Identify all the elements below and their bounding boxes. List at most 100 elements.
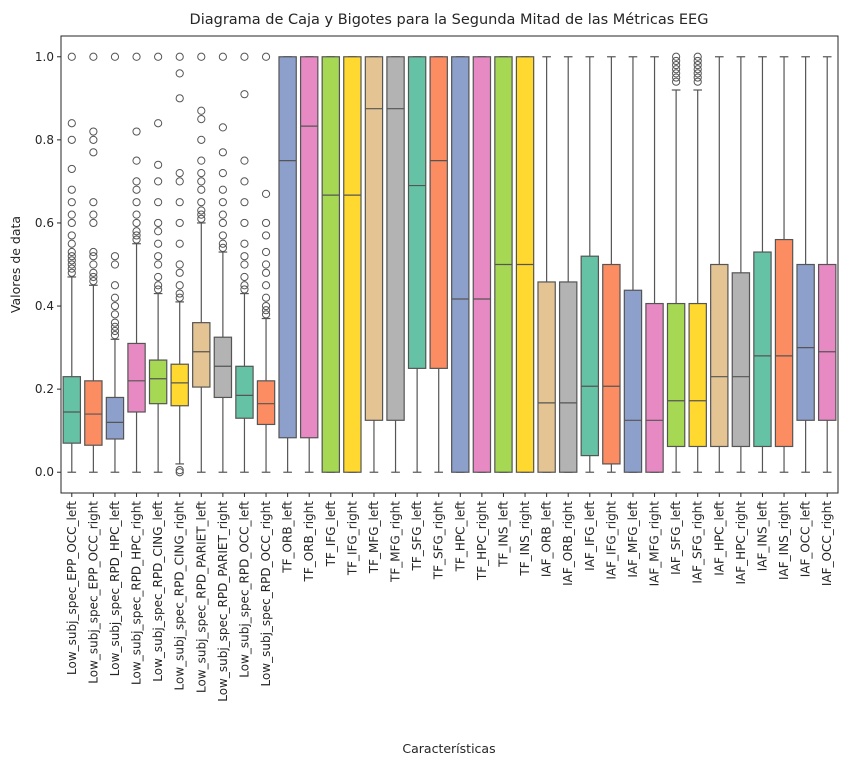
outlier-point [175, 169, 184, 178]
outlier-point [240, 156, 249, 165]
outlier-point [175, 289, 184, 298]
outlier-point [175, 218, 184, 228]
outlier-point [693, 65, 702, 74]
box-TF_INS_right [515, 56, 535, 473]
x-tick-label: TF_ORB_left [281, 501, 295, 574]
outlier-point [261, 189, 271, 198]
outlier-point [261, 260, 271, 269]
outlier-point [218, 239, 227, 248]
outlier-point [67, 260, 76, 269]
outlier-point [218, 52, 227, 61]
x-tick-label: IAF_INS_left [755, 501, 769, 572]
outlier-point [261, 52, 271, 61]
box-Low_subj_spec_RPD_OCC_right [256, 52, 276, 473]
outlier-point [67, 252, 76, 261]
outlier-point [197, 135, 206, 144]
box-iqr [256, 380, 276, 426]
outlier-point [110, 260, 120, 269]
outlier-point [89, 210, 98, 219]
outlier-point [197, 214, 206, 223]
outlier-point [693, 73, 702, 82]
box-iqr [731, 272, 751, 448]
x-tick-label: TF_MFG_left [367, 501, 381, 575]
outlier-point [240, 252, 249, 261]
outlier-point [261, 281, 271, 290]
outlier-point [261, 218, 271, 228]
outlier-point [261, 293, 271, 302]
x-tick-label: IAF_HPC_right [734, 501, 748, 585]
x-axis: Low_subj_spec_EPP_OCC_left Low_subj_spec_… [65, 493, 834, 702]
outlier-point [89, 218, 98, 228]
x-tick-label: Low_subj_spec_RPD_CING_left [151, 501, 165, 682]
box-iqr [84, 380, 103, 446]
outlier-point [672, 65, 681, 74]
box-iqr [235, 365, 254, 419]
outlier-point [89, 277, 98, 286]
box-iqr [407, 56, 427, 369]
outlier-point [693, 56, 702, 66]
outlier-point [197, 169, 206, 178]
outlier-point [218, 169, 227, 178]
outlier-point [175, 260, 184, 269]
box-IAF_ORB_right [558, 56, 578, 473]
box-Low_subj_spec_EPP_OCC_right [84, 52, 103, 473]
x-axis-label: Características [402, 741, 495, 756]
outlier-point [110, 310, 120, 319]
x-tick-label: IAF_IFG_right [604, 501, 618, 580]
outlier-point [67, 268, 76, 277]
box-IAF_SFG_left [666, 52, 686, 473]
box-iqr [429, 56, 448, 369]
x-tick-label: IAF_MFG_left [626, 501, 640, 578]
outlier-point [672, 56, 681, 66]
box-Low_subj_spec_RPD_HPC_left [105, 52, 125, 473]
outlier-point [154, 285, 163, 294]
box-TF_IFG_right [343, 56, 362, 473]
box-Low_subj_spec_RPD_HPC_right [127, 52, 146, 473]
outlier-point [154, 119, 163, 128]
x-tick-label: Low_subj_spec_RPD_PARIET_right [216, 501, 230, 702]
box-IAF_HPC_left [710, 56, 729, 473]
outlier-point [154, 281, 163, 290]
outlier-point [67, 119, 76, 128]
outlier-point [240, 177, 249, 186]
outlier-point [89, 272, 98, 282]
outlier-point [672, 77, 681, 86]
outlier-point [67, 135, 76, 144]
box-iqr [386, 56, 405, 421]
x-tick-label: Low_subj_spec_RPD_OCC_left [237, 501, 251, 678]
outlier-point [89, 198, 98, 207]
x-tick-label: IAF_ORB_right [561, 501, 575, 586]
plot-frame [60, 35, 839, 494]
outlier-point [132, 198, 141, 207]
y-axis: 0.0 0.2 0.4 0.6 0.8 1.0 [35, 50, 61, 479]
x-tick-label: Low_subj_spec_EPP_OCC_left [65, 501, 79, 675]
box-IAF_MFG_left [623, 56, 643, 473]
x-tick-label: TF_HPC_right [475, 501, 489, 581]
x-tick-label: IAF_MFG_right [648, 501, 662, 587]
outlier-point [132, 185, 141, 194]
box-iqr [192, 322, 211, 388]
outlier-point [261, 306, 271, 315]
box-IAF_HPC_right [731, 56, 751, 473]
plot-area [62, 52, 837, 477]
outlier-point [218, 218, 227, 228]
box-iqr [170, 363, 189, 407]
x-tick-label: TF_INS_right [518, 501, 532, 577]
box-IAF_OCC_left [796, 56, 815, 473]
outlier-point [197, 114, 206, 124]
outlier-point [240, 198, 249, 207]
outlier-point [110, 331, 120, 340]
box-TF_SFG_left [407, 56, 427, 473]
x-tick-label: IAF_OCC_right [820, 501, 834, 586]
box-iqr [127, 342, 146, 413]
outlier-point [693, 52, 702, 61]
box-TF_ORB_right [299, 56, 319, 473]
outlier-point [175, 69, 184, 78]
x-tick-label: Low_subj_spec_RPD_PARIET_left [194, 501, 208, 693]
outlier-point [261, 247, 271, 257]
outlier-point [132, 231, 141, 240]
outlier-point [67, 198, 76, 207]
outlier-point [240, 218, 249, 228]
outlier-point [672, 52, 681, 61]
